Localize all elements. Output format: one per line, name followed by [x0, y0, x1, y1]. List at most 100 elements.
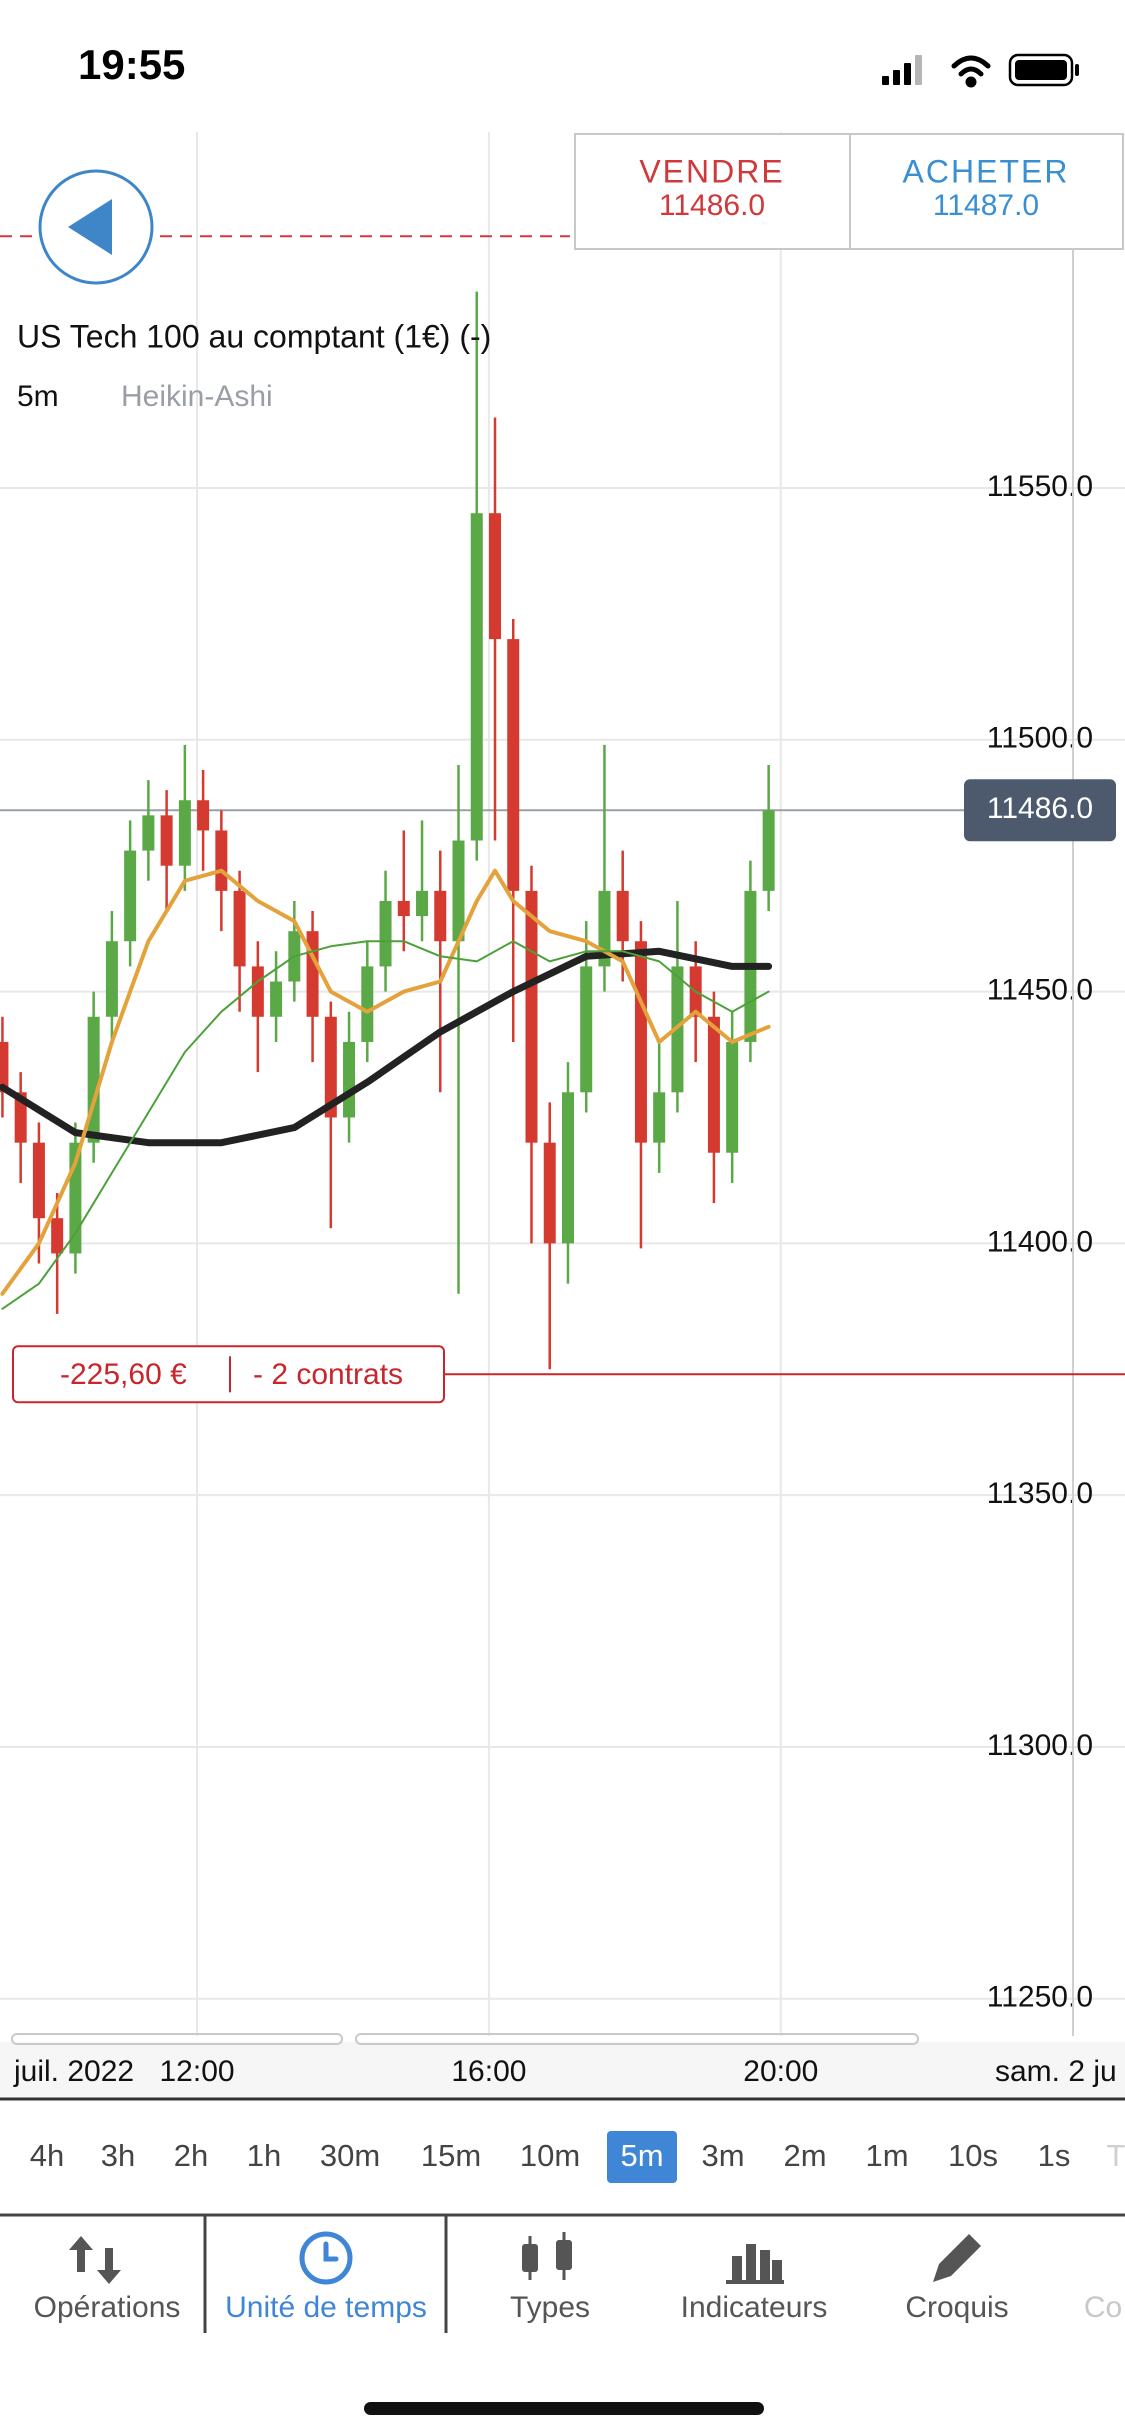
current-price-label: 11486.0: [987, 792, 1093, 825]
timeframe-label: 4h: [30, 2138, 64, 2173]
candle-body: [616, 890, 629, 942]
timeframe-option[interactable]: 5m: [607, 2131, 677, 2183]
tab-bar: Opérations Unité de temps Types Indicateurs…: [34, 2231, 1122, 2324]
candle-body: [178, 800, 191, 866]
candle-body: [707, 1016, 720, 1153]
candle-body: [324, 1016, 337, 1118]
timeframe-label: 2m: [783, 2138, 826, 2173]
tab-label: Opérations: [34, 2291, 181, 2324]
wifi-icon: [951, 55, 991, 88]
timeframe-option[interactable]: 10m: [520, 2138, 580, 2173]
y-tick-label: 11500.0: [987, 722, 1093, 755]
tab-label: Indicateurs: [681, 2291, 828, 2324]
candle-body: [215, 830, 228, 891]
tab-label: Co: [1084, 2291, 1122, 2324]
moving-average: [1, 940, 770, 1310]
battery-icon: [1008, 53, 1079, 87]
date-label: sam. 2 ju: [995, 2055, 1117, 2088]
y-tick-label: 11550.0: [987, 470, 1093, 503]
chart-style: Heikin-Ashi: [121, 380, 273, 413]
tab[interactable]: Co: [1084, 2291, 1122, 2324]
x-tick-label: 20:00: [743, 2055, 818, 2088]
y-tick-label: 11400.0: [987, 1225, 1093, 1258]
candle-body: [160, 815, 173, 866]
candle-body: [580, 966, 593, 1093]
position-size: - 2 contrats: [253, 1358, 403, 1391]
timeframe-option[interactable]: 1m: [865, 2138, 908, 2173]
x-tick-label: 16:00: [451, 2055, 526, 2088]
candle-body: [51, 1218, 64, 1254]
tab[interactable]: Indicateurs: [681, 2244, 828, 2324]
candle-body: [14, 1092, 27, 1143]
timeframe-label: 2h: [174, 2138, 208, 2173]
moving-average: [0, 868, 771, 1296]
candle-body: [105, 941, 118, 1017]
candle-body: [197, 800, 210, 831]
buy-button[interactable]: ACHETER 11487.0: [849, 133, 1124, 250]
y-tick-label: 11250.0: [987, 1981, 1093, 2014]
timeframe-label: 10s: [948, 2138, 998, 2173]
timeframe-option[interactable]: 4h: [30, 2138, 64, 2173]
timeframe-option[interactable]: 30m: [320, 2138, 380, 2173]
candle-body: [434, 890, 447, 942]
timeframe-option[interactable]: 2m: [783, 2138, 826, 2173]
tab-icon: [933, 2234, 981, 2282]
y-tick-label: 11350.0: [987, 1477, 1093, 1510]
candle-body: [379, 900, 392, 967]
candle-body: [726, 1041, 739, 1153]
timeframe-option[interactable]: T: [1107, 2138, 1125, 2173]
back-button[interactable]: [38, 169, 154, 285]
candle-body: [233, 890, 246, 967]
tab-label: Croquis: [905, 2291, 1008, 2324]
scroll-track: [355, 2033, 919, 2045]
home-indicator: [364, 2402, 764, 2415]
tab-icon: [299, 2231, 353, 2285]
position-box: [12, 1345, 445, 1404]
timeframe-label: 30m: [320, 2138, 380, 2173]
candle-body: [470, 513, 483, 841]
candle-body: [653, 1092, 666, 1143]
tab[interactable]: Opérations: [34, 2236, 181, 2324]
candle-body: [0, 1041, 9, 1093]
candle-body: [489, 513, 501, 640]
timeframe-option[interactable]: 1s: [1038, 2138, 1071, 2173]
tab[interactable]: Unité de temps: [225, 2231, 427, 2324]
candle-body: [525, 890, 538, 1143]
candle-body: [251, 966, 264, 1017]
timeframe-label: 15m: [421, 2138, 481, 2173]
sell-label: VENDRE: [639, 153, 784, 189]
candle-body: [361, 966, 374, 1042]
candle-body: [452, 840, 465, 942]
tab-icon: [323, 2241, 339, 2262]
position-pnl: -225,60 €: [60, 1358, 187, 1391]
moving-average: [0, 947, 773, 1147]
timeframe-option[interactable]: 1h: [247, 2138, 281, 2173]
timeframe-option[interactable]: 3m: [701, 2138, 744, 2173]
timeframe-option[interactable]: 15m: [421, 2138, 481, 2173]
timeframe-option[interactable]: 10s: [948, 2138, 998, 2173]
candle-body: [543, 1142, 556, 1244]
timeframe-option[interactable]: 2h: [174, 2138, 208, 2173]
tab-icon: [746, 2244, 756, 2280]
candle-body: [87, 1016, 100, 1143]
tab[interactable]: Croquis: [905, 2234, 1009, 2324]
tab-icon: [522, 2244, 538, 2272]
timeframe-label: 10m: [520, 2138, 580, 2173]
tab-icon: [772, 2260, 782, 2280]
sell-button[interactable]: VENDRE 11486.0: [574, 133, 851, 250]
candle-body: [270, 981, 283, 1017]
buy-label: ACHETER: [903, 153, 1070, 189]
timeframe-bar: 4h 3h 2h 1h 30m 15m 10m 5m 3m 2m 1m 10s 1s T: [30, 2131, 1125, 2183]
tab-icon: [732, 2256, 742, 2280]
current-price-box: [964, 779, 1116, 842]
tab[interactable]: Types: [510, 2232, 590, 2324]
sell-price: 11486.0: [659, 189, 765, 222]
timeframe-option[interactable]: 3h: [101, 2138, 135, 2173]
candle-body: [507, 639, 520, 891]
timeframe-highlight: [607, 2131, 677, 2183]
candle-body: [343, 1041, 356, 1118]
tab-label: Unité de temps: [225, 2291, 427, 2324]
candle-body: [124, 850, 137, 942]
